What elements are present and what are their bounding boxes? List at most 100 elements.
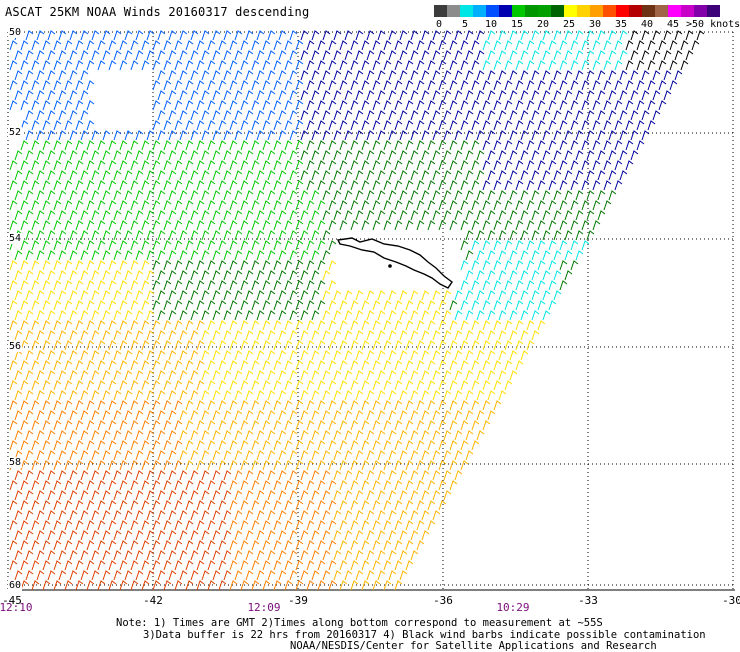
wind-barb-shaft	[98, 181, 105, 190]
wind-barb-shaft	[202, 271, 209, 280]
wind-barb	[565, 171, 572, 180]
wind-barb	[65, 341, 72, 350]
wind-barb-shaft	[21, 441, 28, 450]
wind-barb	[499, 191, 506, 200]
wind-barb	[136, 411, 143, 420]
wind-barb-shaft	[21, 481, 28, 490]
wind-barb-shaft	[268, 111, 275, 120]
wind-barb	[494, 281, 501, 290]
wind-barb	[521, 331, 528, 340]
wind-barb	[400, 291, 407, 300]
wind-barb-shaft	[158, 51, 165, 60]
wind-barb-shaft	[301, 391, 308, 400]
wind-barb	[268, 211, 275, 220]
wind-barb	[351, 381, 358, 390]
wind-barb-shaft	[65, 201, 72, 210]
wind-barb-shaft	[235, 311, 242, 320]
wind-barb-shaft	[48, 171, 55, 180]
wind-barb	[351, 321, 358, 330]
wind-barb-shaft	[81, 531, 88, 540]
wind-barb-shaft	[70, 491, 77, 500]
wind-barb	[65, 521, 72, 530]
wind-barb-shaft	[76, 381, 83, 390]
wind-barb-shaft	[598, 151, 605, 160]
wind-barb-shaft	[98, 521, 105, 530]
wind-barb	[268, 391, 275, 400]
wind-barb-shaft	[290, 231, 297, 240]
wind-barb	[65, 141, 72, 150]
wind-barb	[268, 411, 275, 420]
wind-barb-shaft	[571, 221, 578, 230]
wind-barb-shaft	[516, 341, 523, 350]
wind-barb-shaft	[224, 151, 231, 160]
wind-barb-shaft	[395, 501, 402, 510]
wind-barb	[224, 311, 231, 320]
wind-barb	[455, 291, 462, 300]
wind-barb-shaft	[32, 361, 39, 370]
wind-barb-shaft	[109, 321, 116, 330]
wind-barb-shaft	[175, 361, 182, 370]
wind-barb	[208, 361, 215, 370]
wind-barb-shaft	[340, 321, 347, 330]
wind-barb	[301, 91, 308, 100]
wind-barb-shaft	[483, 81, 490, 90]
wind-barb-shaft	[257, 331, 264, 340]
wind-barb-shaft	[202, 471, 209, 480]
wind-barb-shaft	[224, 211, 231, 220]
wind-barb-shaft	[81, 371, 88, 380]
wind-barb-shaft	[208, 321, 215, 330]
wind-barb-shaft	[307, 501, 314, 510]
wind-barb-shaft	[109, 381, 116, 390]
wind-barb-shaft	[54, 341, 61, 350]
wind-barb-shaft	[230, 361, 237, 370]
wind-barb-shaft	[378, 291, 385, 300]
wind-barb	[114, 211, 121, 220]
wind-barb	[395, 301, 402, 310]
wind-barb-shaft	[521, 291, 528, 300]
wind-barb-shaft	[54, 101, 61, 110]
wind-barb-shaft	[65, 61, 72, 70]
wind-barb-shaft	[411, 171, 418, 180]
wind-barb-shaft	[290, 471, 297, 480]
wind-barb	[543, 51, 550, 60]
wind-barb-shaft	[158, 71, 165, 80]
wind-barb	[142, 61, 149, 70]
wind-barb	[136, 351, 143, 360]
wind-barb-shaft	[279, 331, 286, 340]
wind-barb	[43, 301, 50, 310]
wind-barb-shaft	[279, 351, 286, 360]
wind-barb	[114, 231, 121, 240]
wind-barb	[422, 291, 429, 300]
wind-barb-shaft	[208, 81, 215, 90]
wind-barb-shaft	[213, 91, 220, 100]
wind-barb-shaft	[32, 521, 39, 530]
wind-barb	[65, 61, 72, 70]
wind-barb	[59, 311, 66, 320]
wind-barb	[395, 41, 402, 50]
wind-barb-shaft	[461, 261, 468, 270]
wind-barb-shaft	[389, 471, 396, 480]
wind-barb-shaft	[356, 431, 363, 440]
wind-barb	[444, 171, 451, 180]
wind-barb	[92, 351, 99, 360]
wind-barb	[208, 461, 215, 470]
wind-barb-shaft	[37, 91, 44, 100]
wind-barb-shaft	[406, 301, 413, 310]
wind-barb-shaft	[334, 31, 341, 40]
wind-barb	[384, 141, 391, 150]
wind-barb	[246, 71, 253, 80]
wind-barb-shaft	[472, 101, 479, 110]
wind-barb	[323, 151, 330, 160]
wind-barb-shaft	[318, 121, 325, 130]
wind-barb-shaft	[433, 451, 440, 460]
wind-barb	[197, 121, 204, 130]
wind-barb	[235, 191, 242, 200]
wind-barb	[274, 381, 281, 390]
wind-barb-shaft	[637, 121, 644, 130]
wind-barb-shaft	[378, 411, 385, 420]
wind-barb	[43, 101, 50, 110]
wind-barb	[483, 281, 490, 290]
wind-barb	[197, 301, 204, 310]
wind-barb	[455, 91, 462, 100]
wind-barb-shaft	[318, 101, 325, 110]
